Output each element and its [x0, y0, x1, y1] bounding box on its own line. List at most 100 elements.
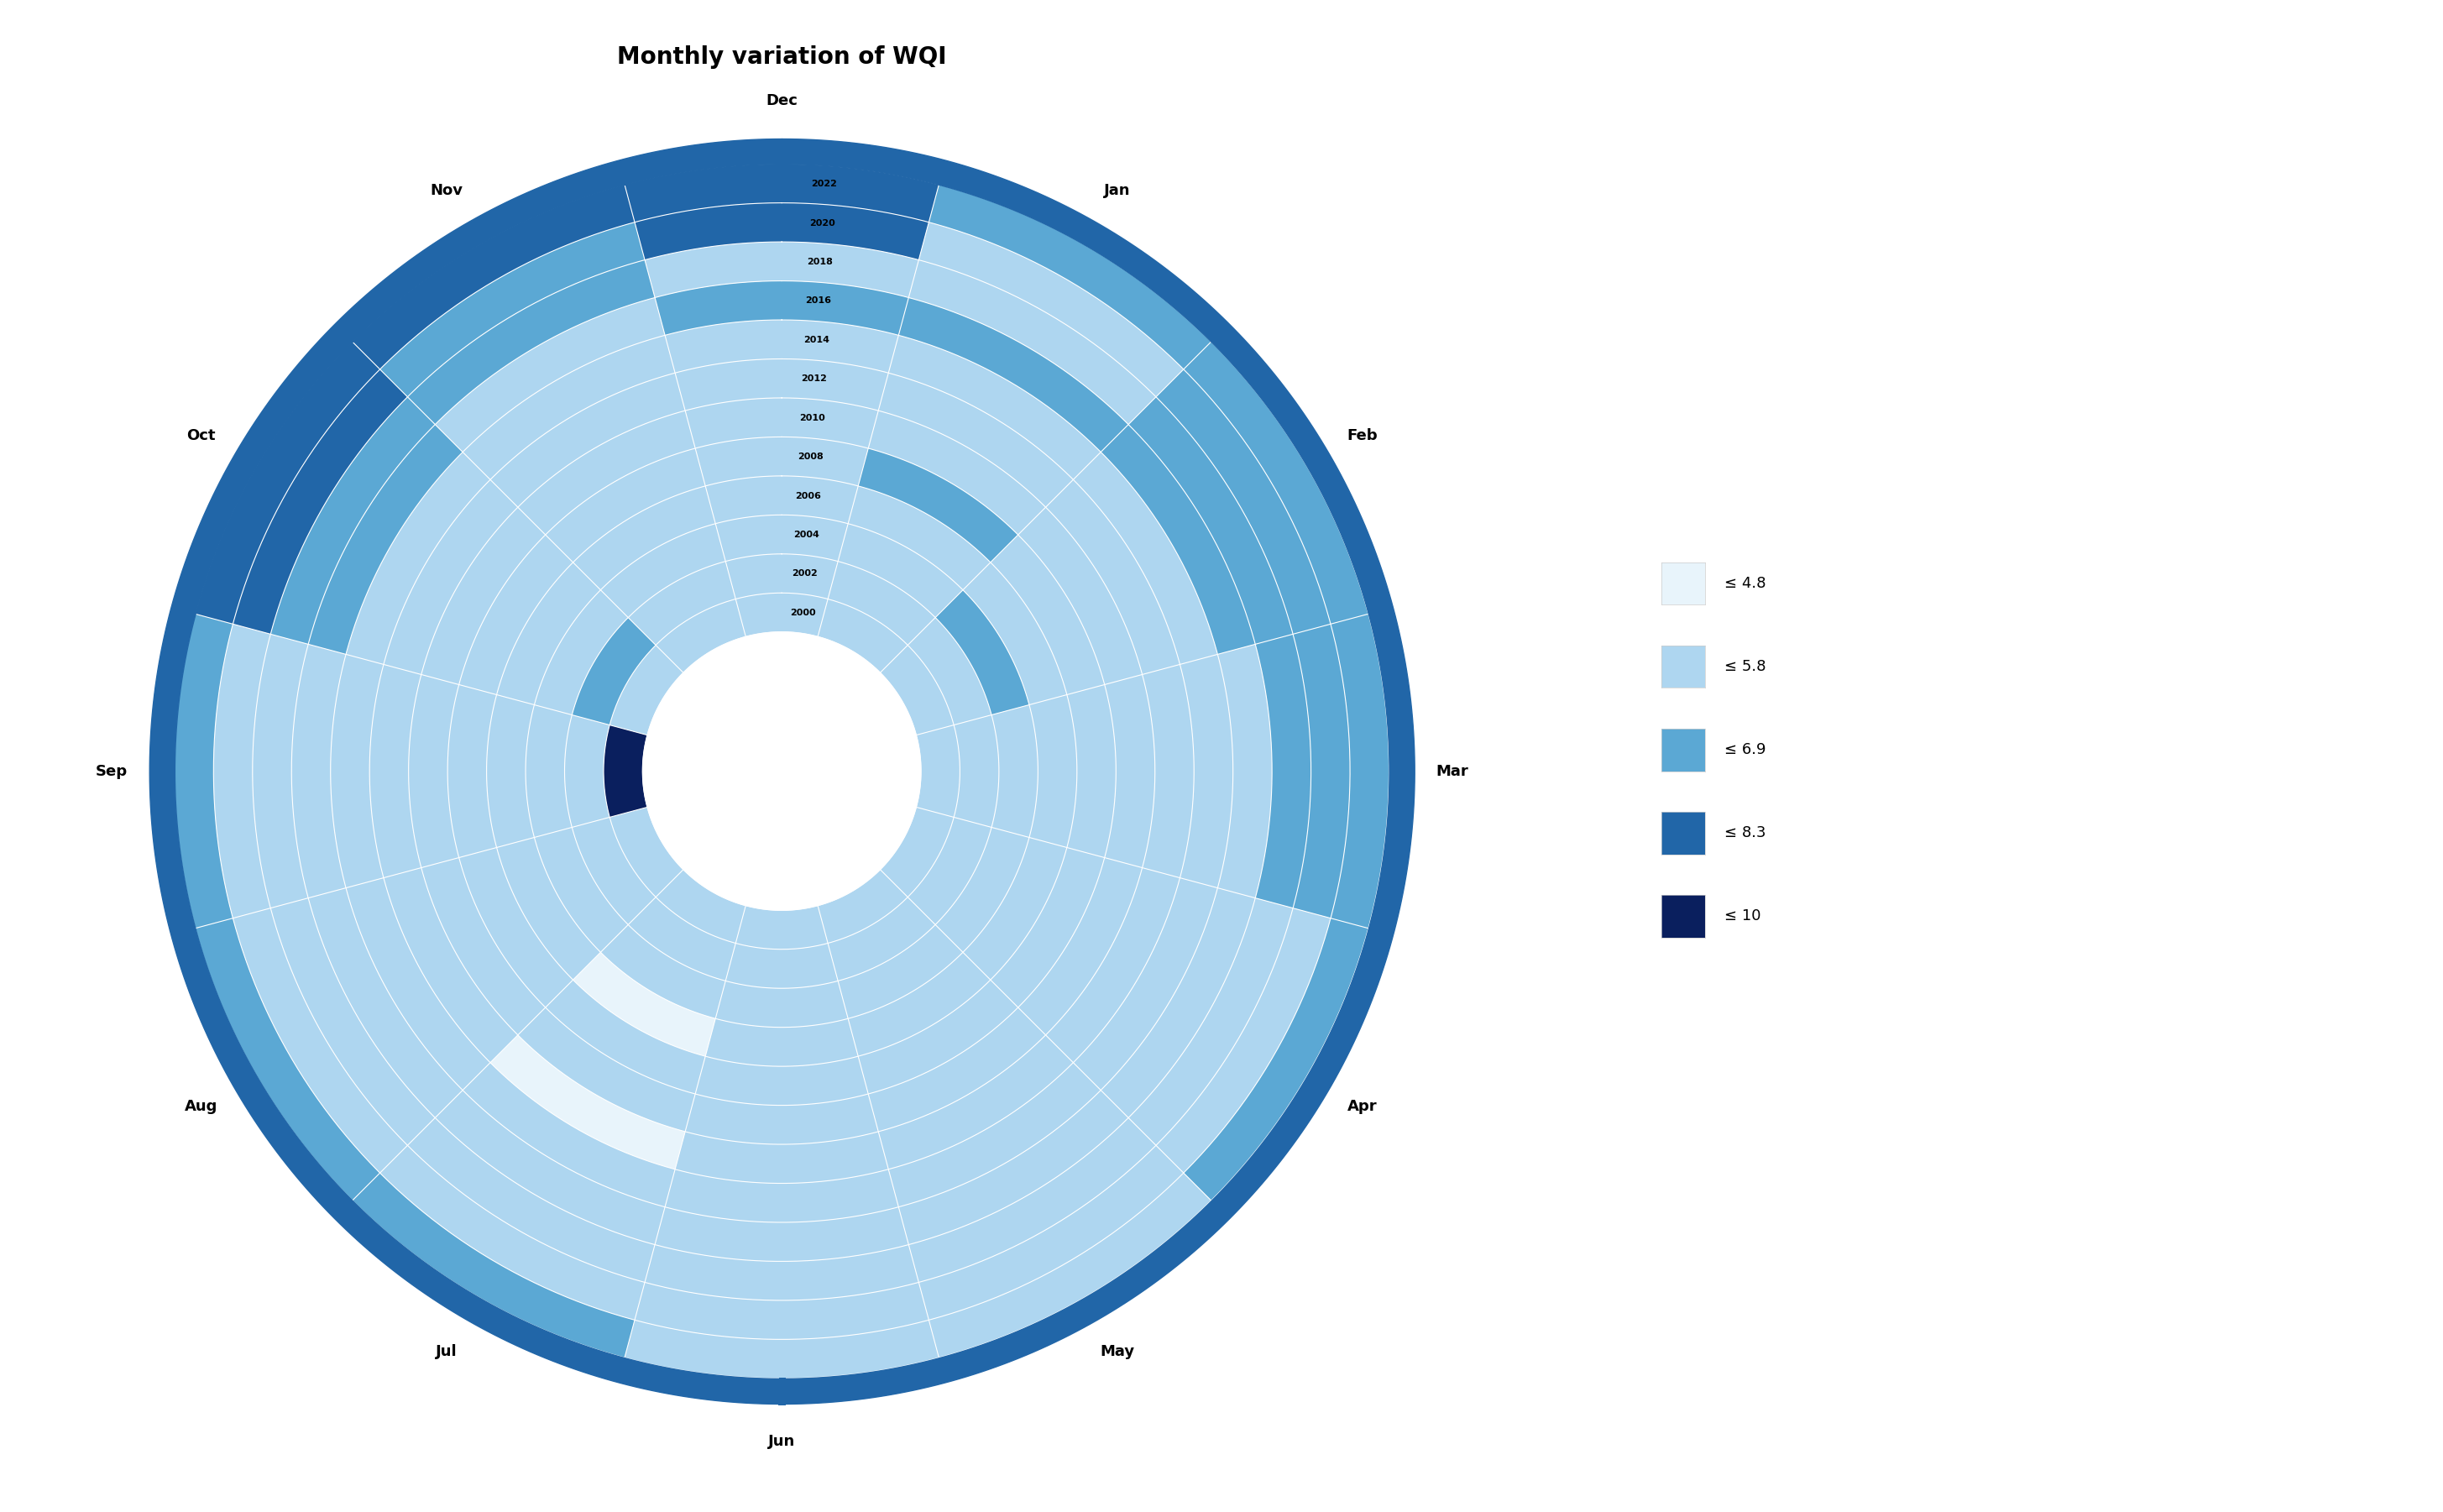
Polygon shape	[525, 705, 572, 838]
Polygon shape	[408, 674, 459, 868]
Polygon shape	[535, 827, 628, 953]
Polygon shape	[252, 634, 308, 909]
Polygon shape	[1129, 396, 1292, 644]
Polygon shape	[291, 644, 347, 898]
Polygon shape	[726, 553, 838, 599]
Polygon shape	[1182, 918, 1368, 1201]
Polygon shape	[308, 425, 462, 655]
Polygon shape	[308, 888, 462, 1117]
Polygon shape	[535, 590, 628, 715]
Polygon shape	[716, 516, 848, 561]
Text: Mar: Mar	[1436, 764, 1468, 779]
Polygon shape	[963, 838, 1068, 980]
Polygon shape	[462, 336, 674, 479]
Polygon shape	[635, 203, 928, 260]
Polygon shape	[1019, 507, 1143, 685]
Polygon shape	[916, 726, 960, 816]
Polygon shape	[1072, 878, 1217, 1090]
Polygon shape	[1046, 479, 1180, 674]
Polygon shape	[857, 980, 1019, 1095]
Text: 2022: 2022	[811, 180, 838, 189]
Polygon shape	[909, 1117, 1156, 1282]
Polygon shape	[420, 507, 545, 685]
Polygon shape	[909, 617, 992, 726]
Polygon shape	[867, 411, 1046, 535]
Polygon shape	[684, 398, 879, 448]
Polygon shape	[213, 624, 271, 918]
Polygon shape	[271, 898, 435, 1146]
Polygon shape	[435, 298, 664, 452]
Polygon shape	[645, 242, 919, 298]
Polygon shape	[989, 535, 1104, 694]
Polygon shape	[879, 807, 953, 897]
Polygon shape	[195, 918, 381, 1201]
Polygon shape	[603, 726, 647, 816]
Polygon shape	[384, 868, 518, 1063]
Polygon shape	[496, 562, 601, 705]
Text: Sep: Sep	[95, 764, 127, 779]
Polygon shape	[928, 1173, 1212, 1358]
Polygon shape	[1029, 694, 1077, 848]
Text: Feb: Feb	[1346, 428, 1378, 443]
Polygon shape	[459, 535, 574, 694]
Polygon shape	[879, 373, 1072, 507]
Polygon shape	[369, 664, 420, 878]
Polygon shape	[1156, 369, 1331, 634]
Polygon shape	[572, 816, 655, 925]
Polygon shape	[899, 1090, 1129, 1244]
Text: Jan: Jan	[1104, 183, 1131, 198]
Polygon shape	[232, 909, 408, 1173]
Polygon shape	[572, 617, 655, 726]
Polygon shape	[1102, 425, 1256, 655]
Polygon shape	[909, 816, 992, 925]
Text: May: May	[1099, 1344, 1134, 1359]
Polygon shape	[459, 848, 574, 1007]
Text: 2018: 2018	[806, 259, 833, 266]
Text: 2004: 2004	[794, 531, 818, 538]
Text: 2010: 2010	[799, 414, 826, 422]
Polygon shape	[706, 1019, 857, 1066]
Polygon shape	[936, 827, 1029, 953]
Polygon shape	[352, 1173, 635, 1358]
Polygon shape	[936, 590, 1029, 715]
Polygon shape	[435, 1090, 664, 1244]
Polygon shape	[232, 369, 408, 634]
Polygon shape	[838, 523, 963, 617]
Polygon shape	[1102, 888, 1256, 1117]
Polygon shape	[1129, 898, 1292, 1146]
Polygon shape	[664, 1169, 899, 1222]
Polygon shape	[1104, 674, 1156, 868]
Polygon shape	[992, 705, 1038, 838]
Polygon shape	[1331, 614, 1390, 928]
Polygon shape	[574, 953, 716, 1057]
Text: 2008: 2008	[796, 452, 823, 461]
Polygon shape	[271, 396, 435, 644]
Polygon shape	[491, 373, 684, 507]
Polygon shape	[643, 632, 921, 910]
Polygon shape	[674, 358, 889, 411]
Polygon shape	[462, 1063, 674, 1207]
Text: ≤ 5.8: ≤ 5.8	[1725, 659, 1766, 674]
Text: Dec: Dec	[765, 94, 799, 109]
Polygon shape	[928, 184, 1212, 369]
Polygon shape	[1256, 634, 1312, 909]
Polygon shape	[696, 437, 867, 485]
Polygon shape	[518, 1007, 696, 1131]
Polygon shape	[625, 163, 938, 222]
Polygon shape	[909, 260, 1156, 425]
Polygon shape	[420, 857, 545, 1036]
Polygon shape	[352, 184, 635, 369]
Polygon shape	[635, 1282, 928, 1340]
Polygon shape	[347, 452, 491, 664]
Polygon shape	[408, 1117, 655, 1282]
Polygon shape	[195, 342, 381, 624]
Polygon shape	[384, 479, 518, 674]
Polygon shape	[491, 1036, 684, 1169]
Polygon shape	[684, 1095, 879, 1145]
Polygon shape	[963, 562, 1068, 705]
Polygon shape	[838, 925, 963, 1019]
Polygon shape	[655, 1207, 909, 1261]
Polygon shape	[564, 715, 611, 827]
Polygon shape	[664, 321, 899, 373]
Polygon shape	[408, 260, 655, 425]
